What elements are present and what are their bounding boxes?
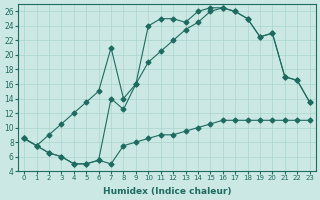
X-axis label: Humidex (Indice chaleur): Humidex (Indice chaleur) [103, 187, 231, 196]
